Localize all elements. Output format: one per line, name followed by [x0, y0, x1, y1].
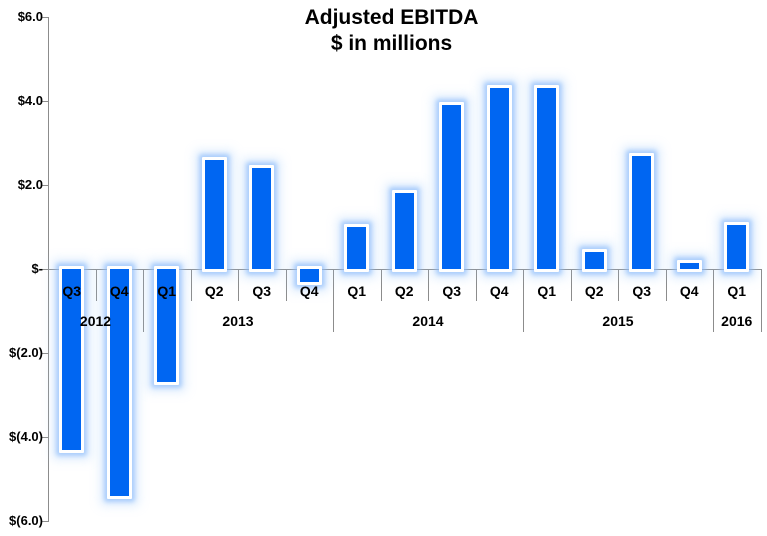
y-axis-tick — [42, 17, 49, 18]
chart-subtitle: $ in millions — [330, 32, 453, 55]
x-axis-year-label: 2013 — [222, 313, 254, 329]
quarter-tick — [428, 269, 429, 301]
x-axis-year-label: 2016 — [721, 313, 753, 329]
y-axis-tick-label: $(4.0) — [9, 429, 43, 444]
x-axis-quarter-label: Q1 — [727, 283, 747, 299]
x-axis-quarter-label: Q4 — [299, 283, 319, 299]
quarter-tick — [285, 269, 287, 301]
bar-2014-Q1 — [344, 224, 370, 272]
y-axis-tick — [42, 185, 49, 186]
x-axis-quarter-label: Q3 — [632, 283, 652, 299]
year-separator-line — [333, 269, 334, 332]
quarter-tick — [570, 269, 572, 301]
x-axis-year-label: 2014 — [412, 313, 444, 329]
bar-2013-Q1 — [154, 266, 180, 386]
bar-2013-Q3 — [249, 165, 275, 272]
bar-2014-Q2 — [391, 190, 417, 272]
year-separator-line — [760, 269, 762, 332]
bar-2012-Q3 — [59, 266, 85, 453]
y-axis-tick-label: $4.0 — [17, 93, 43, 108]
y-axis-tick — [42, 269, 49, 270]
bar-2012-Q4 — [106, 266, 132, 499]
quarter-tick — [665, 269, 667, 301]
bar-2013-Q4 — [296, 266, 322, 285]
y-axis-tick-label: $(6.0) — [9, 513, 43, 528]
x-axis-quarter-label: Q1 — [347, 283, 367, 299]
y-axis-tick — [42, 437, 49, 438]
y-axis-tick-label: $- — [31, 261, 43, 276]
x-axis-quarter-label: Q1 — [537, 283, 557, 299]
year-separator-line — [713, 269, 714, 332]
bar-2015-Q2 — [581, 249, 607, 272]
y-axis-tick-label: $6.0 — [17, 9, 43, 24]
quarter-tick — [95, 269, 97, 301]
bar-2015-Q3 — [629, 152, 655, 272]
y-axis-tick-label: $2.0 — [17, 177, 43, 192]
bar-2014-Q3 — [439, 102, 465, 272]
x-axis-quarter-label: Q2 — [394, 283, 414, 299]
x-axis-quarter-label: Q2 — [204, 283, 224, 299]
x-axis-quarter-label: Q2 — [584, 283, 604, 299]
chart-title: Adjusted EBITDA — [304, 6, 479, 29]
y-axis-tick-label: $(2.0) — [9, 345, 43, 360]
bar-2015-Q4 — [676, 259, 702, 272]
x-axis-year-label: 2015 — [602, 313, 634, 329]
x-axis-quarter-label: Q4 — [109, 283, 129, 299]
quarter-tick — [618, 269, 619, 301]
x-axis-quarter-label: Q3 — [252, 283, 272, 299]
bar-2016-Q1 — [724, 221, 750, 272]
bar-2015-Q1 — [534, 85, 560, 272]
y-axis-tick — [42, 521, 49, 522]
quarter-tick — [475, 269, 477, 301]
year-separator-line — [523, 269, 524, 332]
bar-2013-Q2 — [201, 156, 227, 272]
y-axis-tick — [42, 353, 49, 354]
x-axis-quarter-label: Q3 — [442, 283, 462, 299]
x-axis-quarter-label: Q4 — [489, 283, 509, 299]
x-axis-year-label: 2012 — [79, 313, 112, 329]
quarter-tick — [190, 269, 192, 301]
bar-2014-Q4 — [486, 85, 512, 272]
x-axis-quarter-label: Q1 — [157, 283, 177, 299]
x-axis-quarter-label: Q4 — [679, 283, 699, 299]
year-separator-line — [143, 269, 144, 332]
y-axis-tick — [42, 101, 49, 102]
x-axis-quarter-label: Q3 — [62, 283, 82, 299]
quarter-tick — [238, 269, 239, 301]
quarter-tick — [380, 269, 382, 301]
